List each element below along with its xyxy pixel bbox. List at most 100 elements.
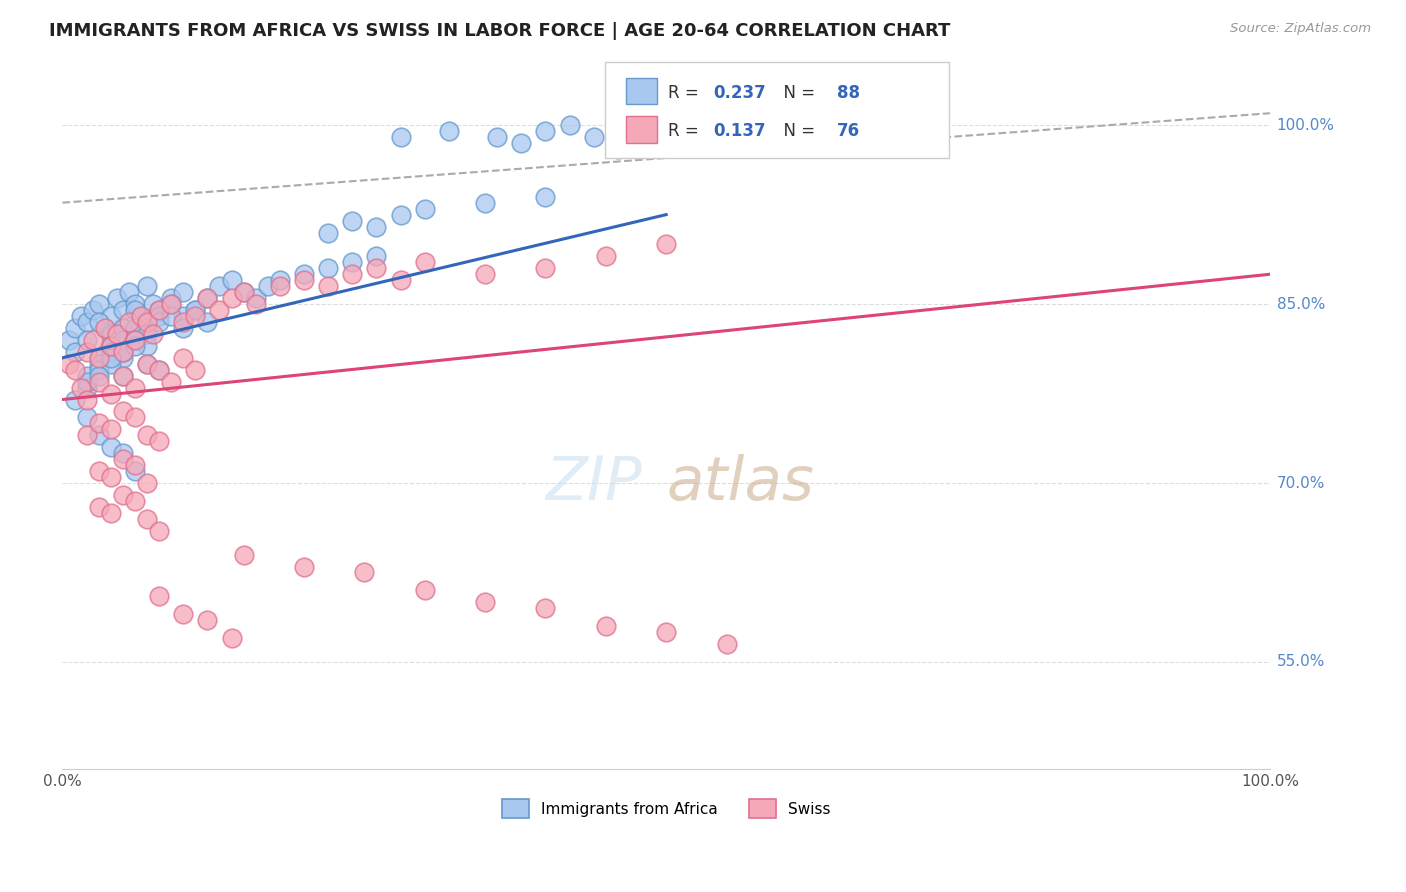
Point <box>172 321 194 335</box>
Point <box>148 303 170 318</box>
Point <box>87 297 110 311</box>
Text: 55.0%: 55.0% <box>1277 655 1324 669</box>
Point <box>437 124 460 138</box>
Point <box>100 351 122 365</box>
Point <box>111 488 134 502</box>
Point <box>63 392 86 407</box>
Point <box>534 601 557 615</box>
Point <box>172 351 194 365</box>
Point <box>100 309 122 323</box>
Point <box>76 315 98 329</box>
Point <box>474 595 496 609</box>
Point <box>136 357 159 371</box>
Point <box>111 333 134 347</box>
Text: R =: R = <box>668 122 704 140</box>
Point <box>87 351 110 365</box>
Point <box>148 315 170 329</box>
Point <box>136 428 159 442</box>
Text: atlas: atlas <box>666 453 814 513</box>
Point <box>87 368 110 383</box>
Point <box>100 326 122 341</box>
Point <box>76 410 98 425</box>
Point <box>413 583 436 598</box>
Point <box>87 428 110 442</box>
Point <box>534 124 557 138</box>
Point <box>245 291 267 305</box>
Point <box>76 428 98 442</box>
Point <box>342 213 364 227</box>
Point <box>136 475 159 490</box>
Point <box>160 291 183 305</box>
Point <box>366 261 388 276</box>
Point <box>118 315 141 329</box>
Point <box>124 458 146 472</box>
Point <box>316 279 339 293</box>
Point <box>184 362 207 376</box>
Point <box>142 326 165 341</box>
Point <box>474 195 496 210</box>
Point <box>76 368 98 383</box>
Point <box>316 226 339 240</box>
Point <box>474 267 496 281</box>
Point <box>595 619 617 633</box>
Point <box>413 202 436 216</box>
Point <box>124 303 146 318</box>
Point <box>221 273 243 287</box>
Point <box>100 422 122 436</box>
Point <box>366 249 388 263</box>
Point <box>87 362 110 376</box>
Point <box>208 279 231 293</box>
Point <box>558 118 581 132</box>
Point <box>124 381 146 395</box>
Point <box>582 130 605 145</box>
Point <box>534 261 557 276</box>
Point <box>76 392 98 407</box>
Point <box>195 613 218 627</box>
Point <box>595 249 617 263</box>
Point <box>58 333 80 347</box>
Point <box>76 375 98 389</box>
Text: IMMIGRANTS FROM AFRICA VS SWISS IN LABOR FORCE | AGE 20-64 CORRELATION CHART: IMMIGRANTS FROM AFRICA VS SWISS IN LABOR… <box>49 22 950 40</box>
Point <box>111 344 134 359</box>
Point <box>94 321 117 335</box>
Point <box>245 297 267 311</box>
Point <box>111 404 134 418</box>
Point <box>87 315 110 329</box>
Point <box>136 279 159 293</box>
Point <box>100 506 122 520</box>
Point <box>63 344 86 359</box>
Point <box>160 297 183 311</box>
Point <box>172 309 194 323</box>
Point <box>124 297 146 311</box>
Point <box>76 381 98 395</box>
Point <box>195 291 218 305</box>
Point <box>148 524 170 538</box>
Point <box>148 362 170 376</box>
Point <box>292 267 315 281</box>
Point <box>389 208 412 222</box>
Point <box>606 142 628 156</box>
Text: 70.0%: 70.0% <box>1277 475 1324 491</box>
Text: 85.0%: 85.0% <box>1277 296 1324 311</box>
Point <box>100 357 122 371</box>
Point <box>111 321 134 335</box>
Point <box>389 273 412 287</box>
Text: ZIP: ZIP <box>546 453 643 513</box>
Point <box>172 315 194 329</box>
Point <box>129 309 152 323</box>
Point <box>136 321 159 335</box>
Point <box>69 309 91 323</box>
Point <box>124 339 146 353</box>
Point <box>184 303 207 318</box>
Point <box>148 309 170 323</box>
Point <box>100 344 122 359</box>
Point <box>148 434 170 449</box>
Point <box>353 566 375 580</box>
Text: 0.137: 0.137 <box>713 122 765 140</box>
Point <box>184 309 207 323</box>
Point <box>58 357 80 371</box>
Point <box>76 333 98 347</box>
Point <box>136 357 159 371</box>
Point <box>172 607 194 622</box>
Text: N =: N = <box>773 122 821 140</box>
